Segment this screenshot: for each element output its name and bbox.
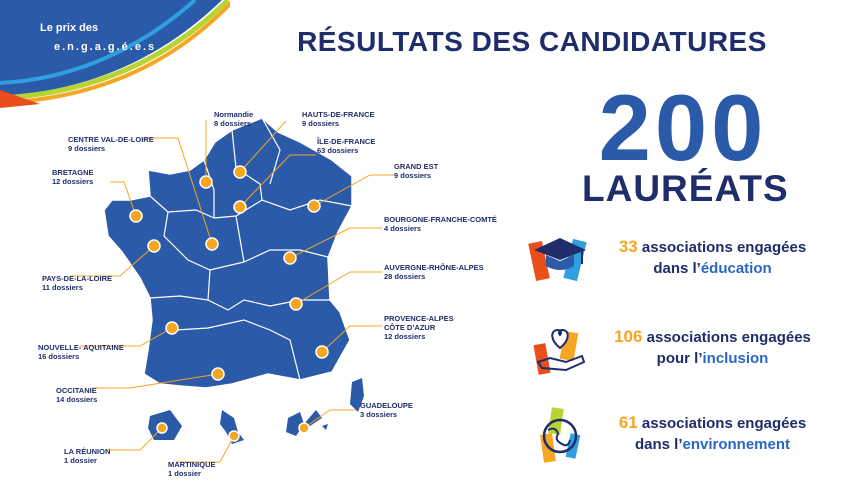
page-title: RÉSULTATS DES CANDIDATURES: [297, 26, 767, 57]
headline-number: 200: [599, 82, 768, 168]
guadeloupe-shape: [286, 410, 328, 436]
stat-inclusion-text: associations engagées: [646, 329, 811, 346]
dot-centre-val-de-loire: [205, 237, 219, 251]
dot-pays-de-la-loire: [147, 239, 161, 253]
dot-ile-de-france: [233, 200, 247, 214]
dot-provence-alpes-cote-dazur: [315, 345, 329, 359]
dot-guadeloupe: [298, 422, 310, 434]
globe-icon: [540, 407, 581, 463]
dot-la-reunion: [156, 422, 168, 434]
stat-inclusion-prefix: pour l’: [656, 350, 703, 367]
stat-education-number: 33: [618, 237, 638, 256]
stat-environnement: 61 associations engagées dans l’environn…: [600, 412, 825, 455]
headline-number-text: 200: [599, 82, 768, 168]
label-occitanie: OCCITANIE 14 dossiers: [56, 386, 98, 404]
label-bretagne: BRETAGNE 12 dossiers: [52, 168, 94, 186]
label-grand-est: GRAND EST 9 dossiers: [394, 162, 439, 180]
mainland-france-shape: [103, 117, 353, 389]
dot-occitanie: [211, 367, 225, 381]
stat-inclusion-number: 106: [614, 327, 643, 346]
label-auvergne-rhone-alpes: AUVERGNE-RHÔNE-ALPES 28 dossiers: [384, 263, 484, 281]
label-hauts-de-france: HAUTS-DE-FRANCE 9 dossiers: [302, 110, 375, 128]
stat-environnement-number: 61: [618, 413, 638, 432]
region-borders: [149, 117, 353, 381]
corsica-shape: [350, 378, 364, 412]
dot-normandie: [199, 175, 213, 189]
stat-education-text: associations engagées: [641, 239, 807, 256]
logo-swoosh: [0, 0, 230, 108]
label-normandie: Normandie 8 dossiers: [214, 110, 254, 128]
logo-line1: Le prix des: [40, 22, 99, 34]
label-la-reunion: LA RÉUNION 1 dossier: [64, 447, 111, 465]
stat-inclusion-keyword: inclusion: [702, 350, 769, 367]
stat-education: 33 associations engagées dans l’éducatio…: [600, 236, 825, 279]
label-pays-de-la-loire: PAYS-DE-LA-LOIRE 11 dossiers: [42, 274, 113, 292]
logo-line2: e.n.g.a.g.é.e.s: [54, 41, 157, 53]
stat-environnement-keyword: environnement: [682, 436, 791, 453]
dot-grand-est: [307, 199, 321, 213]
leader-lines: [70, 120, 394, 463]
label-nouvelle-aquitaine: NOUVELLE- AQUITAINE 16 dossiers: [38, 343, 124, 361]
stat-environnement-text: associations engagées: [641, 415, 807, 432]
heart-hand-icon: [533, 328, 586, 375]
label-ile-de-france: ÎLE-DE-FRANCE 63 dossiers: [317, 137, 376, 155]
stat-inclusion: 106 associations engagées pour l’inclusi…: [600, 326, 825, 369]
label-centre-val-de-loire: CENTRE VAL-DE-LOIRE 9 dossiers: [68, 135, 154, 153]
graduation-cap-icon: [528, 238, 587, 282]
label-guadeloupe: GUADELOUPE 3 dossiers: [360, 401, 413, 419]
dot-bourgogne-franche-comte: [283, 251, 297, 265]
dot-bretagne: [129, 209, 143, 223]
dot-hauts-de-france: [233, 165, 247, 179]
dot-nouvelle-aquitaine: [165, 321, 179, 335]
label-provence-alpes-cote-dazur: PROVENCE-ALPES CÔTE D’AZUR 12 dossiers: [384, 314, 454, 341]
headline-label: LAURÉATS: [582, 168, 789, 209]
stat-education-prefix: dans l’: [653, 260, 701, 277]
stat-education-keyword: éducation: [700, 260, 772, 277]
stat-environnement-prefix: dans l’: [634, 436, 683, 453]
label-bourgogne-franche-comte: BOURGONE-FRANCHE-COMTÉ 4 dossiers: [384, 215, 497, 233]
region-dots: [129, 165, 329, 442]
label-martinique: MARTINIQUE 1 dossier: [168, 460, 216, 478]
dot-martinique: [228, 430, 240, 442]
dot-auvergne-rhone-alpes: [289, 297, 303, 311]
